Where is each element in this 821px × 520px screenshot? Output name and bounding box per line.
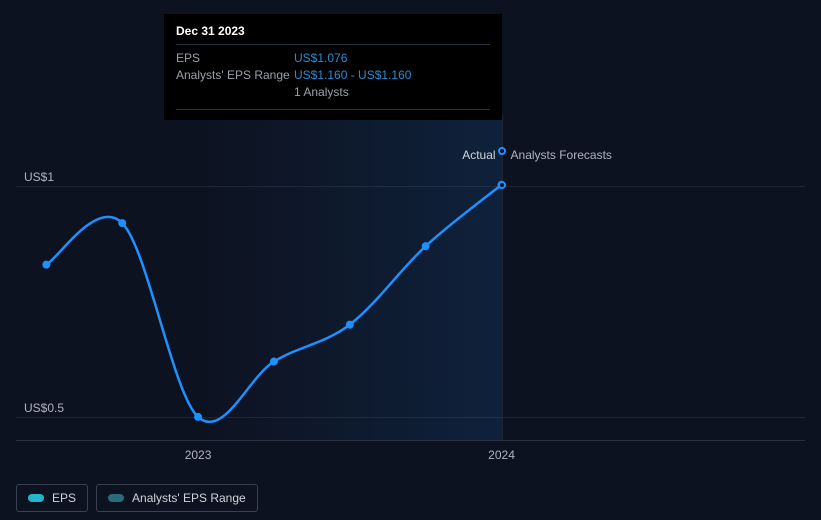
legend-label: Analysts' EPS Range xyxy=(132,491,246,505)
eps-line xyxy=(46,185,501,422)
legend-swatch xyxy=(28,494,44,502)
forecast-marker xyxy=(498,147,506,155)
legend-item-range[interactable]: Analysts' EPS Range xyxy=(96,484,258,512)
chart-legend: EPS Analysts' EPS Range xyxy=(16,484,258,512)
tooltip-spacer xyxy=(176,85,294,99)
eps-data-point[interactable] xyxy=(194,413,202,421)
tooltip-divider xyxy=(176,109,490,110)
chart-container: Dec 31 2023 EPSUS$1.076Analysts' EPS Ran… xyxy=(0,0,821,520)
legend-item-eps[interactable]: EPS xyxy=(16,484,88,512)
tooltip-row-value: US$1.076 xyxy=(294,51,347,65)
eps-data-point[interactable] xyxy=(270,358,278,366)
tooltip-analysts-count: 1 Analysts xyxy=(294,85,349,99)
chart-tooltip: Dec 31 2023 EPSUS$1.076Analysts' EPS Ran… xyxy=(164,14,502,120)
eps-data-point[interactable] xyxy=(42,261,50,269)
forecast-marker xyxy=(498,181,506,189)
eps-data-point[interactable] xyxy=(118,219,126,227)
tooltip-row-label: EPS xyxy=(176,51,294,65)
tooltip-date: Dec 31 2023 xyxy=(176,24,490,38)
legend-label: EPS xyxy=(52,491,76,505)
tooltip-row-label: Analysts' EPS Range xyxy=(176,68,294,82)
eps-data-point[interactable] xyxy=(422,242,430,250)
eps-data-point[interactable] xyxy=(346,321,354,329)
tooltip-row-value: US$1.160 - US$1.160 xyxy=(294,68,411,82)
legend-swatch xyxy=(108,494,124,502)
tooltip-divider xyxy=(176,44,490,45)
